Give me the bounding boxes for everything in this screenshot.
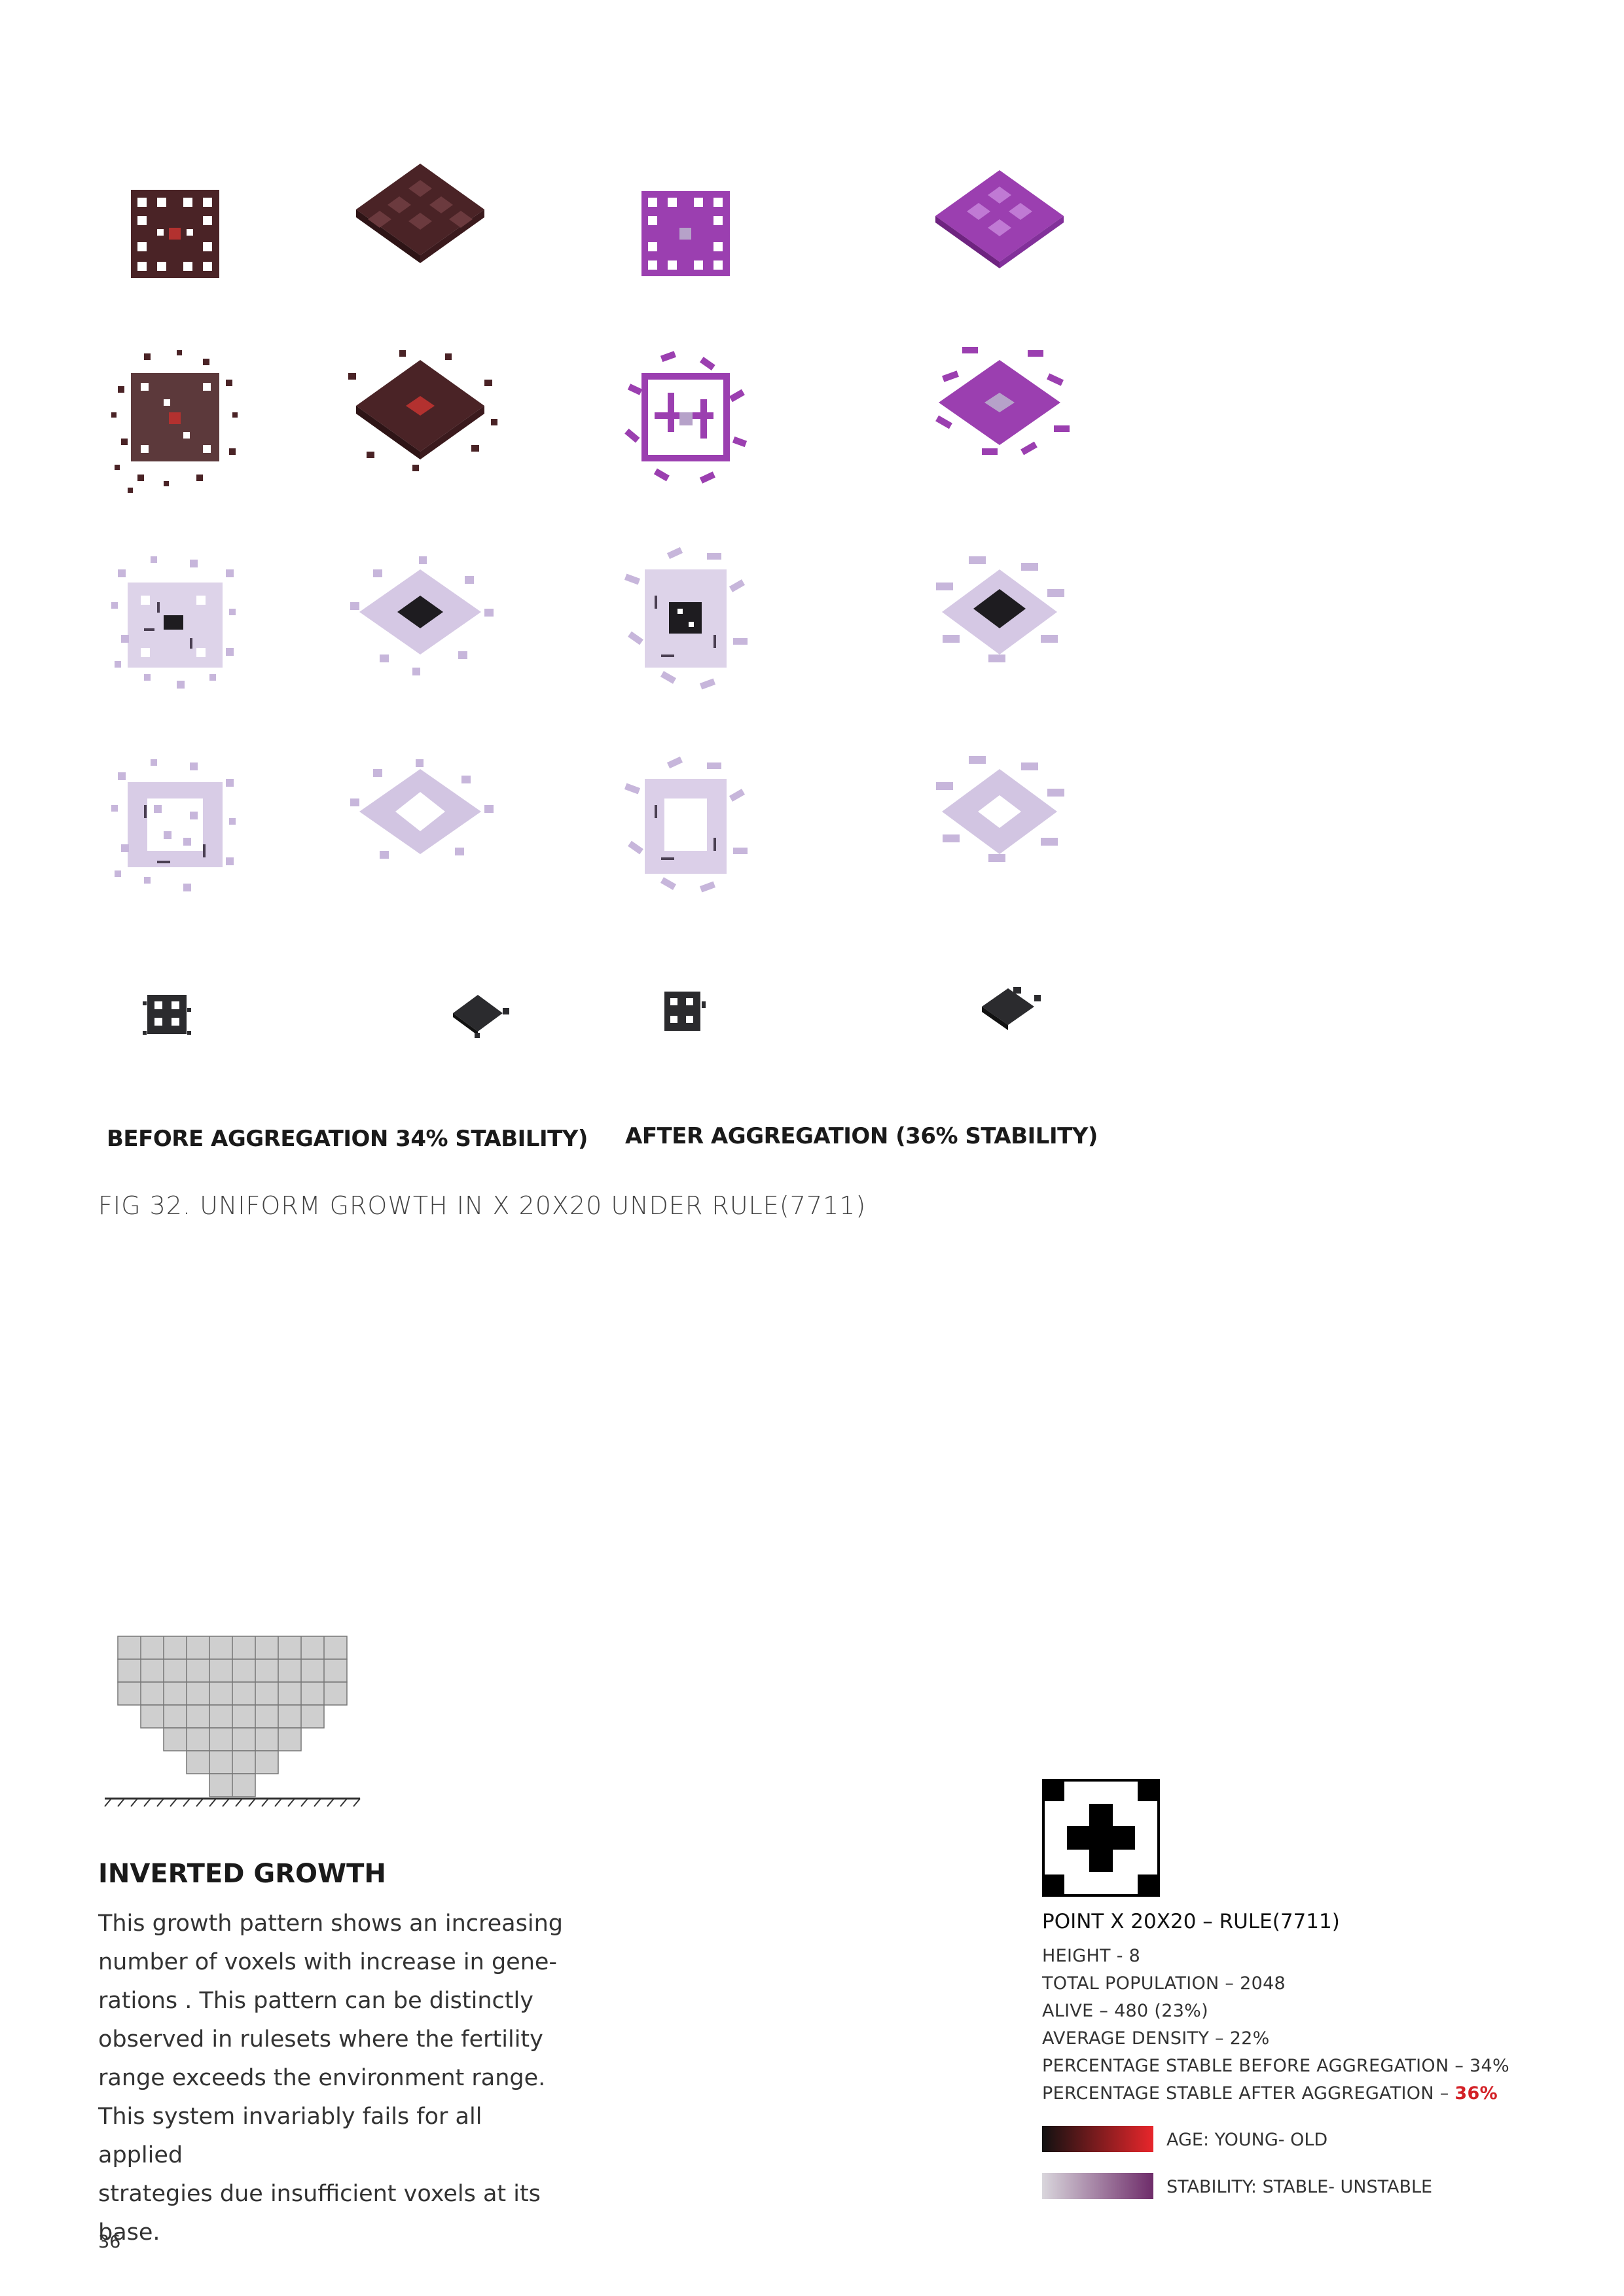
- stat-stable-after-label: PERCENTAGE STABLE AFTER AGGREGATION –: [1042, 2083, 1455, 2104]
- row3-after-top-view: [624, 547, 748, 690]
- row5-before-iso-view: [453, 995, 509, 1038]
- stat-alive: ALIVE – 480 (23%): [1042, 2001, 1208, 2021]
- section-title: INVERTED GROWTH: [98, 1859, 386, 1889]
- rule-pattern-icon: [1042, 1779, 1160, 1897]
- row4-after-iso-view: [936, 756, 1064, 862]
- row5-after-top-view: [664, 992, 706, 1031]
- row2-after-iso-view: [935, 347, 1070, 456]
- figure-caption: FIG 32. UNIFORM GROWTH IN X 20X20 UNDER …: [98, 1191, 867, 1220]
- row2-before-iso-view: [348, 350, 497, 471]
- row1-before-top-view: [131, 190, 219, 278]
- row4-before-iso-view: [350, 759, 494, 859]
- stat-total-population: TOTAL POPULATION – 2048: [1042, 1973, 1286, 1994]
- body-line: This growth pattern shows an increasing: [98, 1910, 563, 1937]
- row1-after-iso-view: [935, 170, 1064, 268]
- stat-height: HEIGHT - 8: [1042, 1946, 1141, 1966]
- stability-gradient-bar: [1042, 2173, 1153, 2199]
- row1-before-iso-view: [356, 164, 484, 263]
- body-line: This system invariably fails for all app…: [98, 2104, 482, 2168]
- row4-before-top-view: [111, 759, 236, 891]
- stat-stable-before: PERCENTAGE STABLE BEFORE AGGREGATION – 3…: [1042, 2056, 1509, 2076]
- row2-before-top-view: [111, 350, 238, 493]
- rule-stats: HEIGHT - 8 TOTAL POPULATION – 2048 ALIVE…: [1042, 1943, 1509, 2108]
- stability-legend-label: STABILITY: STABLE- UNSTABLE: [1166, 2177, 1433, 2197]
- inverted-growth-diagram: [104, 1636, 361, 1807]
- before-aggregation-label: BEFORE AGGREGATION 34% STABILITY): [107, 1126, 588, 1152]
- row5-after-iso-view: [982, 987, 1041, 1030]
- age-legend-label: AGE: YOUNG- OLD: [1166, 2130, 1328, 2150]
- page-number: 36: [98, 2232, 121, 2252]
- row3-before-top-view: [111, 556, 236, 689]
- stat-stable-after-value: 36%: [1454, 2083, 1498, 2104]
- voxel-figure-grid: [111, 164, 1070, 1038]
- body-line: strategies due insufficient voxels at it…: [98, 2181, 541, 2207]
- age-gradient-bar: [1042, 2126, 1153, 2152]
- row1-after-top-view: [641, 191, 730, 276]
- body-line: number of voxels with increase in gene-: [98, 1949, 558, 1975]
- rule-title: POINT X 20X20 – RULE(7711): [1042, 1910, 1340, 1933]
- stat-stable-after: PERCENTAGE STABLE AFTER AGGREGATION – 36…: [1042, 2080, 1509, 2108]
- body-line: range exceeds the environment range.: [98, 2065, 546, 2091]
- after-aggregation-label: AFTER AGGREGATION (36% STABILITY): [625, 1123, 1098, 1149]
- body-line: observed in rulesets where the fertility: [98, 2026, 543, 2053]
- row5-before-top-view: [143, 995, 191, 1035]
- body-line: rations . This pattern can be distinctly: [98, 1988, 533, 2014]
- row3-after-iso-view: [936, 556, 1064, 662]
- body-line: base.: [98, 2219, 160, 2246]
- stat-average-density: AVERAGE DENSITY – 22%: [1042, 2028, 1270, 2049]
- section-body: This growth pattern shows an increasing …: [98, 1905, 569, 2252]
- row4-after-top-view: [624, 756, 748, 893]
- row2-after-top-view: [624, 351, 748, 484]
- row3-before-iso-view: [350, 556, 494, 675]
